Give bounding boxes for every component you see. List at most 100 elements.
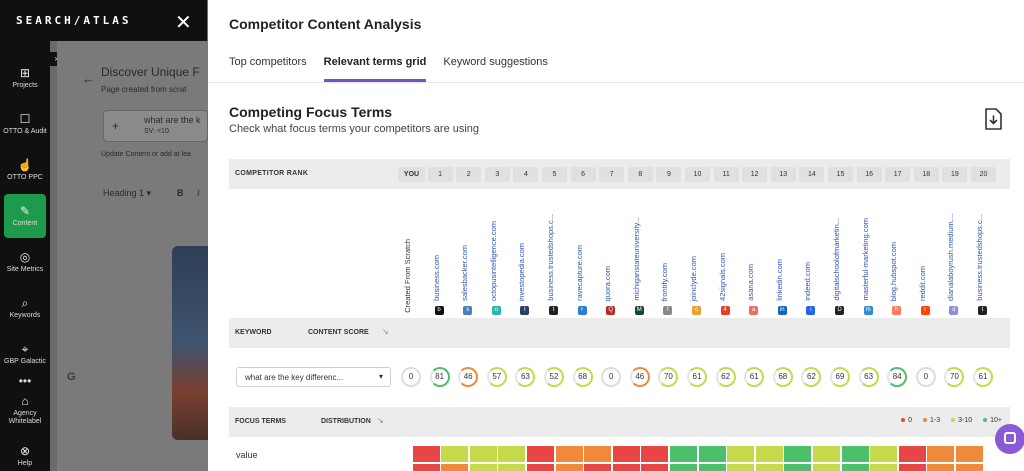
competitor-column: frontify.com f [655, 190, 681, 315]
content-score: 0 [601, 367, 622, 387]
tab-keyword-suggestions[interactable]: Keyword suggestions [443, 56, 548, 68]
competitor-link[interactable]: linkedin.com [774, 259, 784, 301]
legend-label: 0 [908, 417, 912, 424]
competitor-column: dianalaboyrush.medium.... d [941, 190, 967, 315]
keywords-icon: ⌕ [21, 296, 29, 310]
content-score: 70 [944, 367, 965, 387]
content-score: 62 [715, 367, 736, 387]
content-score-label: CONTENT SCORE [308, 329, 369, 336]
nav-item-gbp-galactic[interactable]: ⌖ GBP Galactic [0, 332, 50, 376]
competitor-link[interactable]: indeed.com [803, 262, 813, 301]
rank-cell: 15 [828, 167, 853, 182]
competitor-favicon-icon: f [663, 306, 673, 315]
nav-item-otto-ppc[interactable]: ☝ OTTO PPC [0, 148, 50, 192]
chat-button[interactable] [995, 424, 1024, 454]
nav-item-agency-whitelabel[interactable]: ⌂ Agency Whitelabel [0, 388, 50, 432]
distribution-cell [898, 446, 926, 462]
competitor-favicon-icon: s [463, 306, 473, 315]
content-score: 70 [658, 367, 679, 387]
keyword-select-value: what are the key differenc... [245, 373, 344, 382]
competitor-link[interactable]: business.trustedshops.c... [546, 214, 555, 301]
rank-cell: 8 [627, 167, 653, 182]
italic-button[interactable]: I [197, 188, 200, 198]
competitor-column: reddit.com r [913, 190, 939, 315]
content-score: 61 [687, 367, 707, 387]
competitor-link[interactable]: dianalaboyrush.medium.... [946, 213, 956, 301]
legend-item: 3-10 [951, 417, 972, 424]
competitor-link[interactable]: octopusintelligence.com [488, 220, 498, 301]
brand-bar: SEARCH∕ATLAS ✕ [0, 0, 207, 41]
nav-item-site-metrics[interactable]: ◎ Site Metrics [0, 240, 50, 284]
content-score-you: 0 [401, 367, 421, 387]
more-icon[interactable]: ••• [18, 374, 32, 388]
competitor-link[interactable]: blog.hubspot.com [889, 241, 899, 301]
nav-item-keywords[interactable]: ⌕ Keywords [0, 286, 50, 330]
competitor-link[interactable]: digitalschoolofmarketin... [832, 218, 841, 301]
rank-cell: 3 [484, 167, 510, 182]
nav-item-label: Content [12, 220, 38, 227]
competitor-link[interactable]: investopedia.com [517, 242, 527, 301]
distribution-cell [784, 464, 812, 471]
competitor-link[interactable]: reddit.com [917, 265, 927, 301]
nav-items: ⊞ Projects ☐ OTTO & Audit ☝ OTTO PPC ✎ Content ◎… [0, 56, 50, 471]
distribution-cell [527, 446, 554, 462]
distribution-cell [555, 464, 583, 471]
competitor-link[interactable]: masterful-marketing.com [860, 218, 870, 301]
tab-relevant-terms-grid[interactable]: Relevant terms grid [323, 56, 427, 82]
legend-item: 0 [901, 417, 912, 424]
heading-select[interactable]: Heading 1 ▾ [103, 188, 152, 198]
nav-item-content[interactable]: ✎ Content [4, 194, 46, 238]
competitor-link[interactable]: 42signals.com [717, 253, 727, 301]
distribution-cell [841, 464, 869, 471]
competitor-column: indeed.com i [798, 190, 824, 315]
content-score: 61 [973, 367, 993, 387]
download-icon[interactable] [984, 108, 1002, 130]
distribution-cell [927, 446, 955, 462]
competitor-favicon-icon: c [692, 306, 701, 315]
back-arrow-icon[interactable]: ← [82, 71, 95, 86]
legend-label: 3-10 [958, 417, 973, 424]
content-score: 46 [629, 367, 650, 387]
legend-dot-icon [983, 418, 988, 423]
distribution-cell [612, 446, 640, 462]
bold-button[interactable]: B [177, 188, 184, 198]
focus-terms-label: FOCUS TERMS [235, 418, 286, 425]
competitor-favicon-icon: i [806, 306, 816, 315]
competitor-link[interactable]: asana.com [746, 264, 756, 301]
section-subtitle: Check what focus terms your competitors … [229, 123, 480, 135]
sort-icon[interactable]: ↘ [382, 327, 389, 336]
competitor-column: 42signals.com 4 [713, 190, 739, 315]
competitor-column: ravecapture.com r [570, 190, 596, 315]
nav-item-help[interactable]: ⊗ Help [0, 434, 50, 471]
sort-icon[interactable]: ↘ [377, 416, 384, 425]
target-keyword-box[interactable]: + what are the k SV: <10 [103, 110, 208, 142]
competitor-favicon-icon: b [434, 306, 444, 315]
close-icon[interactable]: ✕ [175, 12, 192, 34]
rank-cell: 9 [656, 167, 682, 182]
competitor-link[interactable]: joinclyde.com [689, 255, 698, 301]
legend-dot-icon [901, 418, 906, 423]
competitor-link[interactable]: frontify.com [660, 262, 670, 301]
competitor-link[interactable]: salesbacker.com [460, 245, 470, 301]
tab-top-competitors[interactable]: Top competitors [229, 56, 307, 68]
competitor-column: salesbacker.com s [455, 190, 481, 315]
competitor-column: business.com b [427, 190, 453, 315]
distribution-cell [441, 464, 469, 471]
distribution-cell [670, 446, 697, 462]
competitor-link[interactable]: ravecapture.com [574, 245, 584, 301]
competitor-link[interactable]: business.com [431, 255, 441, 301]
competitor-link[interactable]: business.trustedshops.c... [975, 214, 984, 301]
competitor-column: business.trustedshops.c... t [541, 190, 567, 315]
legend-label: 1-3 [929, 417, 941, 424]
competitor-rank-header: COMPETITOR RANK YOU 1 2 3 4 5 6 7 8 9 10 11 12 13 14 15… [229, 159, 1010, 189]
plus-icon[interactable]: + [112, 119, 120, 133]
competitor-link[interactable]: michiganstateuniversity... [631, 217, 641, 301]
competitor-rank-label: COMPETITOR RANK [235, 170, 309, 177]
competitor-link[interactable]: quora.com [603, 265, 613, 301]
nav-item-label: OTTO PPC [7, 174, 43, 181]
nav-item-projects[interactable]: ⊞ Projects [0, 56, 50, 100]
legend-dot-icon [951, 418, 956, 423]
keyword-select[interactable]: what are the key differenc... ▾ [236, 367, 391, 387]
nav-item-otto-audit[interactable]: ☐ OTTO & Audit [0, 102, 50, 146]
